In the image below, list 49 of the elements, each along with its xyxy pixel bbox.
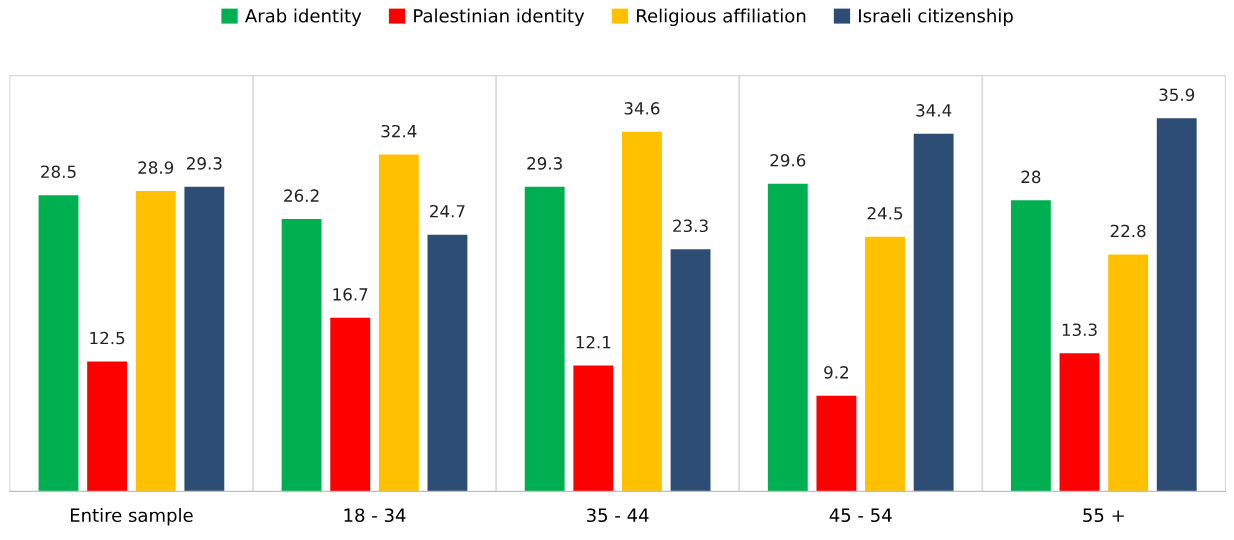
bar — [184, 186, 225, 492]
bar — [670, 249, 711, 492]
data-label: 34.6 — [624, 102, 660, 115]
data-label: 28 — [1021, 170, 1041, 184]
data-label: 24.5 — [867, 207, 903, 220]
data-label: 32.4 — [381, 124, 417, 138]
data-label: 23.3 — [673, 219, 708, 233]
bar — [865, 236, 905, 492]
x-tick-label: 35 - 44 — [587, 508, 649, 523]
bar — [767, 183, 808, 492]
data-label: 12.1 — [576, 335, 611, 349]
data-label: 29.6 — [770, 153, 806, 167]
bar — [816, 395, 857, 492]
bar — [1010, 200, 1051, 492]
legend-label: Palestinian identity — [414, 8, 585, 27]
bar — [1156, 118, 1197, 492]
legend-label: Religious affiliation — [637, 8, 806, 27]
bar — [281, 219, 322, 492]
bar — [378, 154, 419, 492]
data-label: 26.2 — [284, 189, 319, 202]
bar — [1108, 254, 1149, 492]
data-label: 16.7 — [333, 288, 368, 301]
data-label: 24.7 — [430, 204, 465, 218]
x-tick-label: Entire sample — [70, 508, 193, 526]
x-tick-label: 45 - 54 — [829, 508, 892, 523]
data-label: 9.2 — [824, 366, 848, 379]
data-label: 29.3 — [527, 157, 562, 170]
data-label: 12.5 — [90, 331, 125, 345]
bar — [913, 133, 954, 492]
bar — [135, 190, 176, 492]
data-label: 35.9 — [1159, 88, 1195, 102]
data-label: 22.8 — [1110, 224, 1146, 238]
data-label: 34.4 — [916, 104, 952, 117]
bar — [87, 361, 128, 492]
bar — [38, 195, 79, 492]
x-tick-label: 55 + — [1083, 508, 1124, 523]
bar — [524, 186, 565, 492]
data-label: 29.3 — [187, 157, 222, 170]
bar — [427, 234, 468, 492]
bar — [621, 131, 662, 492]
data-label: 28.9 — [138, 161, 174, 174]
x-tick-label: 18 - 34 — [344, 508, 406, 523]
bar — [573, 365, 614, 492]
data-label: 13.3 — [1062, 323, 1097, 337]
data-label: 28.5 — [41, 165, 76, 179]
bar — [1059, 353, 1100, 492]
bar — [330, 317, 371, 492]
legend-label: Israeli citizenship — [859, 8, 1013, 27]
legend-label: Arab identity — [245, 8, 362, 27]
